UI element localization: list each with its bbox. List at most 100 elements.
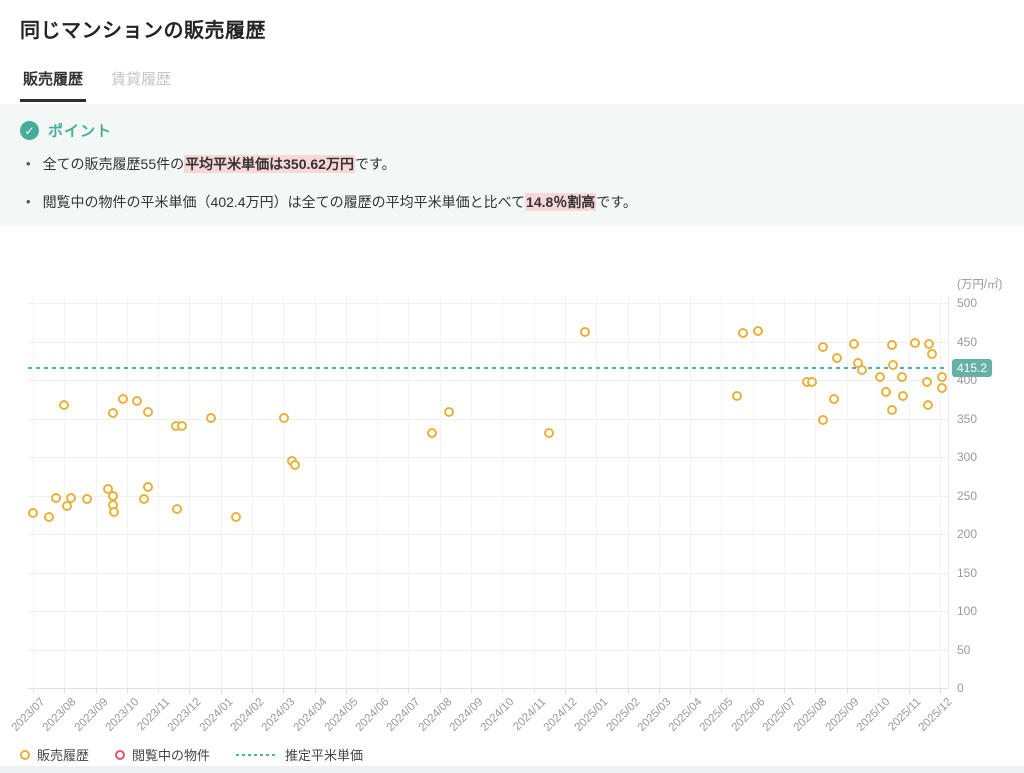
x-axis-month-label: 2025/07 <box>760 696 799 734</box>
data-point[interactable] <box>910 338 921 349</box>
data-point[interactable] <box>108 408 119 419</box>
data-point[interactable] <box>171 504 182 515</box>
x-axis-tick <box>564 688 566 693</box>
bullet-dot: • <box>26 194 31 209</box>
legend-item-estimated-price[interactable]: 推定平米単価 <box>236 745 363 764</box>
x-axis-month-label: 2024/09 <box>447 696 486 734</box>
data-point[interactable] <box>936 382 947 393</box>
x-gridline <box>721 296 723 688</box>
x-axis-month-label: 2024/10 <box>478 696 517 734</box>
x-gridline <box>95 296 97 688</box>
y-gridline <box>28 572 948 574</box>
data-point[interactable] <box>922 399 933 410</box>
y-gridline <box>28 534 948 535</box>
data-point[interactable] <box>752 325 763 336</box>
data-point[interactable] <box>936 371 947 382</box>
data-point[interactable] <box>43 512 54 523</box>
x-gridline <box>220 296 222 688</box>
data-point[interactable] <box>65 492 76 503</box>
data-point[interactable] <box>444 407 455 418</box>
data-point[interactable] <box>131 395 142 406</box>
data-point[interactable] <box>289 459 300 470</box>
data-point[interactable] <box>579 327 590 338</box>
x-axis-month-label: 2024/12 <box>541 696 580 734</box>
data-point[interactable] <box>897 391 908 402</box>
x-gridline <box>283 296 285 688</box>
data-point[interactable] <box>143 482 154 493</box>
x-axis-tick <box>533 688 535 693</box>
x-axis-tick <box>690 688 692 693</box>
data-point[interactable] <box>543 428 554 439</box>
x-axis-tick <box>158 688 160 693</box>
check-circle-icon: ✓ <box>20 121 39 140</box>
data-point[interactable] <box>896 371 907 382</box>
y-axis-tick-label: 500 <box>957 296 978 310</box>
data-point[interactable] <box>818 415 829 426</box>
x-axis-tick <box>345 688 347 693</box>
data-point[interactable] <box>818 341 829 352</box>
data-point[interactable] <box>829 394 840 405</box>
tab-rental-history[interactable]: 賃貸履歴 <box>111 71 172 88</box>
data-point[interactable] <box>58 399 69 410</box>
data-point[interactable] <box>886 405 897 416</box>
highlighted-average-price: 平均平米単価は350.62万円 <box>184 155 355 173</box>
x-axis-tick <box>189 688 191 693</box>
page-title: 同じマンションの販売履歴 <box>20 20 266 42</box>
tab-sales-history[interactable]: 販売履歴 <box>20 64 87 102</box>
data-point[interactable] <box>849 338 860 349</box>
chart-legend: 販売履歴 閲覧中の物件 推定平米単価 <box>20 745 363 764</box>
data-point[interactable] <box>176 421 187 432</box>
data-point[interactable] <box>921 377 932 388</box>
legend-item-viewed-property[interactable]: 閲覧中の物件 <box>115 745 210 764</box>
data-point[interactable] <box>143 407 154 418</box>
legend-item-sales-history[interactable]: 販売履歴 <box>20 745 89 764</box>
x-axis-month-label: 2025/11 <box>886 696 924 734</box>
data-point[interactable] <box>62 501 73 512</box>
x-gridline <box>408 296 410 688</box>
y-axis-tick-label: 450 <box>957 334 978 349</box>
data-point[interactable] <box>206 412 217 423</box>
data-point[interactable] <box>139 494 150 505</box>
data-point[interactable] <box>926 348 937 359</box>
y-gridline <box>28 611 948 612</box>
data-point[interactable] <box>109 506 120 517</box>
data-point[interactable] <box>857 364 868 375</box>
x-axis-tick <box>377 688 379 693</box>
data-point[interactable] <box>886 340 897 351</box>
x-gridline <box>658 296 660 688</box>
x-axis-tick <box>940 688 942 693</box>
y-axis-tick-label: 50 <box>957 642 971 657</box>
x-axis-tick <box>596 688 598 693</box>
x-gridline <box>940 296 942 688</box>
data-point[interactable] <box>923 338 934 349</box>
data-point[interactable] <box>807 377 818 388</box>
x-gridline <box>909 296 911 688</box>
data-point[interactable] <box>231 512 242 523</box>
x-axis-tick <box>33 688 34 693</box>
data-point[interactable] <box>426 428 437 439</box>
x-axis-tick <box>439 688 441 693</box>
x-gridline <box>533 296 535 688</box>
x-axis-month-label: 2025/02 <box>604 696 642 734</box>
x-axis-month-label: 2025/01 <box>572 696 611 734</box>
x-axis-month-label: 2025/08 <box>791 696 830 734</box>
data-point[interactable] <box>888 360 899 371</box>
y-axis-tick-label: 150 <box>957 565 978 580</box>
data-point[interactable] <box>875 371 886 382</box>
data-point[interactable] <box>832 352 843 363</box>
data-point[interactable] <box>278 412 289 423</box>
point-summary-section: ✓ ポイント • 全ての販売履歴55件の平均平米単価は350.62万円です。 •… <box>0 104 1024 226</box>
data-point[interactable] <box>28 508 38 519</box>
x-axis-month-label: 2025/09 <box>823 696 862 734</box>
x-gridline <box>158 296 160 688</box>
dashed-line-marker-icon <box>236 753 279 756</box>
data-point[interactable] <box>737 328 748 339</box>
data-point[interactable] <box>118 394 129 405</box>
data-point[interactable] <box>51 492 62 503</box>
data-point[interactable] <box>732 391 743 402</box>
y-gridline <box>28 649 948 651</box>
x-axis-tick <box>220 688 222 693</box>
data-point[interactable] <box>880 387 891 398</box>
data-point[interactable] <box>82 494 93 505</box>
